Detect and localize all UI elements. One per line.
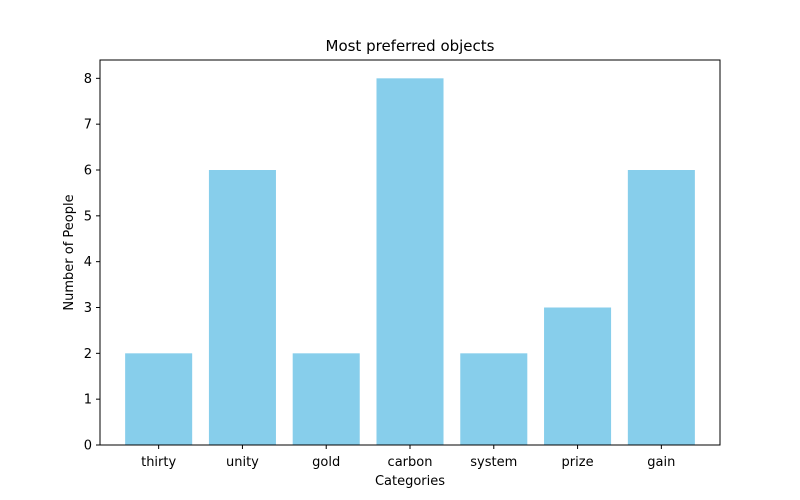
bar-carbon bbox=[376, 78, 444, 445]
y-tick-label: 3 bbox=[84, 301, 92, 316]
x-tick-label: prize bbox=[562, 455, 594, 470]
x-tick-label: unity bbox=[226, 455, 259, 470]
y-tick-label: 5 bbox=[84, 209, 92, 224]
y-tick-label: 0 bbox=[84, 439, 92, 454]
chart-title: Most preferred objects bbox=[326, 37, 495, 55]
y-tick-label: 6 bbox=[84, 164, 92, 179]
bar-thirty bbox=[125, 353, 193, 445]
y-tick-label: 2 bbox=[84, 347, 92, 362]
x-tick-label: gain bbox=[647, 455, 675, 470]
x-tick-label: system bbox=[470, 455, 517, 470]
bar-prize bbox=[544, 307, 612, 445]
y-tick-label: 8 bbox=[84, 72, 92, 87]
y-axis-label: Number of People bbox=[62, 194, 77, 310]
x-tick-label: gold bbox=[312, 455, 340, 470]
plot-area-frame bbox=[99, 59, 721, 446]
bars-layer bbox=[125, 78, 695, 445]
bar-gold bbox=[292, 353, 360, 445]
y-tick-label: 4 bbox=[84, 255, 92, 270]
x-tick-label: carbon bbox=[388, 455, 433, 470]
bar-unity bbox=[208, 170, 276, 445]
y-tick-label: 7 bbox=[84, 118, 92, 133]
x-axis-label: Categories bbox=[375, 474, 445, 489]
y-tick-label: 1 bbox=[84, 393, 92, 408]
x-ticks-layer: thirty unity gold carbon system prize gain bbox=[141, 445, 675, 470]
bar-system bbox=[460, 353, 528, 445]
bar-gain bbox=[627, 170, 695, 445]
x-tick-label: thirty bbox=[141, 455, 176, 470]
y-ticks-layer: 0 1 2 3 4 5 6 7 8 bbox=[84, 72, 100, 454]
